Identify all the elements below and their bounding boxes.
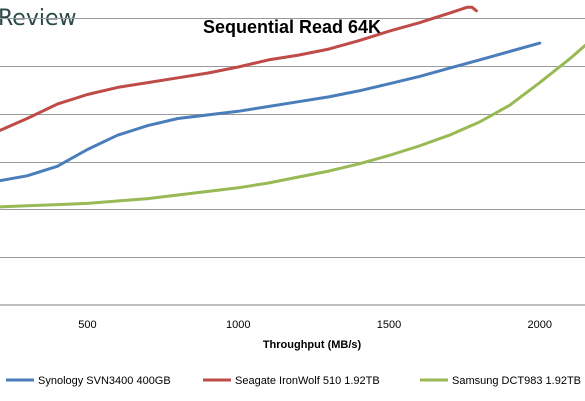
series-line-0 bbox=[0, 41, 542, 183]
legend-label-0: Synology SVN3400 400GB bbox=[38, 375, 171, 387]
x-tick-label-0: 500 bbox=[78, 319, 96, 331]
legend-label-2: Samsung DCT983 1.92TB bbox=[452, 375, 581, 387]
series-lines bbox=[0, 5, 585, 209]
series-line-1 bbox=[0, 5, 478, 132]
x-axis-ticks: 500 1000 1500 2000 bbox=[78, 319, 552, 331]
legend-label-1: Seagate IronWolf 510 1.92TB bbox=[235, 375, 380, 387]
chart-legend: Synology SVN3400 400GB Seagate IronWolf 5… bbox=[6, 375, 581, 387]
x-tick-label-1: 1000 bbox=[226, 319, 250, 331]
x-tick-label-3: 2000 bbox=[528, 319, 552, 331]
gridlines bbox=[0, 18, 585, 258]
x-axis-label: Throughput (MB/s) bbox=[263, 339, 362, 351]
chart-title: Sequential Read 64K bbox=[203, 17, 381, 37]
x-tick-label-2: 1500 bbox=[377, 319, 401, 331]
series-line-2 bbox=[0, 44, 585, 209]
